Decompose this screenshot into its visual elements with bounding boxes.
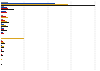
Bar bbox=[1, 43, 5, 44]
Bar bbox=[1, 49, 2, 50]
Bar bbox=[1, 26, 8, 27]
Bar bbox=[1, 28, 4, 29]
Bar bbox=[1, 33, 4, 34]
Bar bbox=[1, 19, 3, 20]
Bar bbox=[1, 30, 7, 31]
Bar bbox=[1, 2, 8, 3]
Bar bbox=[1, 12, 7, 13]
Bar bbox=[1, 15, 3, 16]
Bar bbox=[1, 46, 4, 47]
Bar bbox=[1, 4, 68, 5]
Bar bbox=[1, 55, 3, 56]
Bar bbox=[1, 5, 95, 6]
Bar bbox=[1, 32, 3, 33]
Bar bbox=[1, 27, 2, 28]
Bar bbox=[1, 22, 9, 23]
Bar bbox=[1, 3, 55, 4]
Bar bbox=[1, 9, 14, 10]
Bar bbox=[1, 54, 2, 55]
Bar bbox=[1, 21, 7, 22]
Bar bbox=[1, 7, 7, 8]
Bar bbox=[1, 11, 6, 12]
Bar bbox=[1, 42, 4, 43]
Bar bbox=[1, 64, 2, 65]
Bar bbox=[1, 8, 8, 9]
Bar bbox=[1, 47, 4, 48]
Bar bbox=[1, 23, 2, 24]
Bar bbox=[1, 38, 24, 39]
Bar bbox=[1, 59, 2, 60]
Bar bbox=[1, 40, 2, 41]
Bar bbox=[1, 25, 6, 26]
Bar bbox=[1, 41, 3, 42]
Bar bbox=[1, 17, 8, 18]
Bar bbox=[1, 51, 4, 52]
Bar bbox=[1, 24, 4, 25]
Bar bbox=[1, 45, 2, 46]
Bar bbox=[1, 29, 4, 30]
Bar bbox=[1, 16, 6, 17]
Bar bbox=[1, 6, 4, 7]
